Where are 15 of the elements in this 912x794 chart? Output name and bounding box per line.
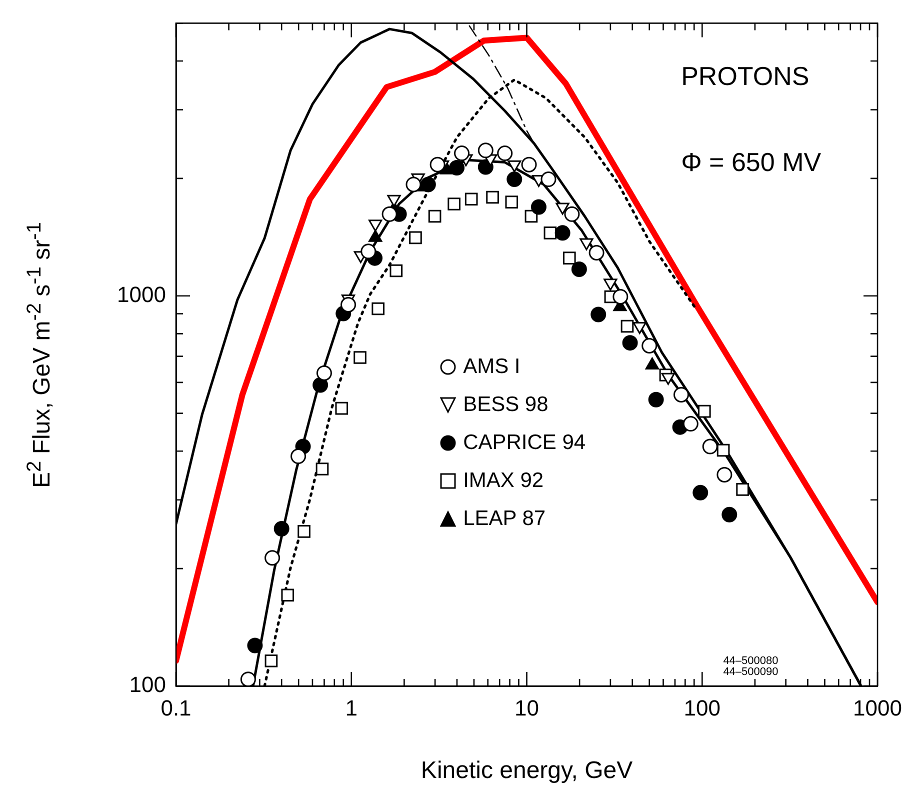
legend-label: IMAX 92 bbox=[463, 468, 544, 494]
x-tick-label: 100 bbox=[684, 695, 721, 720]
annotation: Φ = 650 MV bbox=[681, 147, 822, 178]
legend-label: LEAP 87 bbox=[463, 506, 546, 532]
annotation: 44–500090 bbox=[723, 666, 778, 678]
legend-label: BESS 98 bbox=[463, 392, 548, 418]
x-tick-label: 1000 bbox=[853, 695, 902, 720]
x-tick-label: 1 bbox=[345, 695, 358, 720]
annotation: PROTONS bbox=[681, 60, 810, 91]
annotation: 44–500080 bbox=[723, 655, 778, 668]
x-tick-label: 10 bbox=[514, 695, 540, 720]
x-tick-label: 0.1 bbox=[160, 695, 192, 720]
legend-label: CAPRICE 94 bbox=[463, 430, 586, 456]
x-axis-title: Kinetic energy, GeV bbox=[420, 757, 633, 784]
legend-label: AMS I bbox=[463, 354, 520, 380]
